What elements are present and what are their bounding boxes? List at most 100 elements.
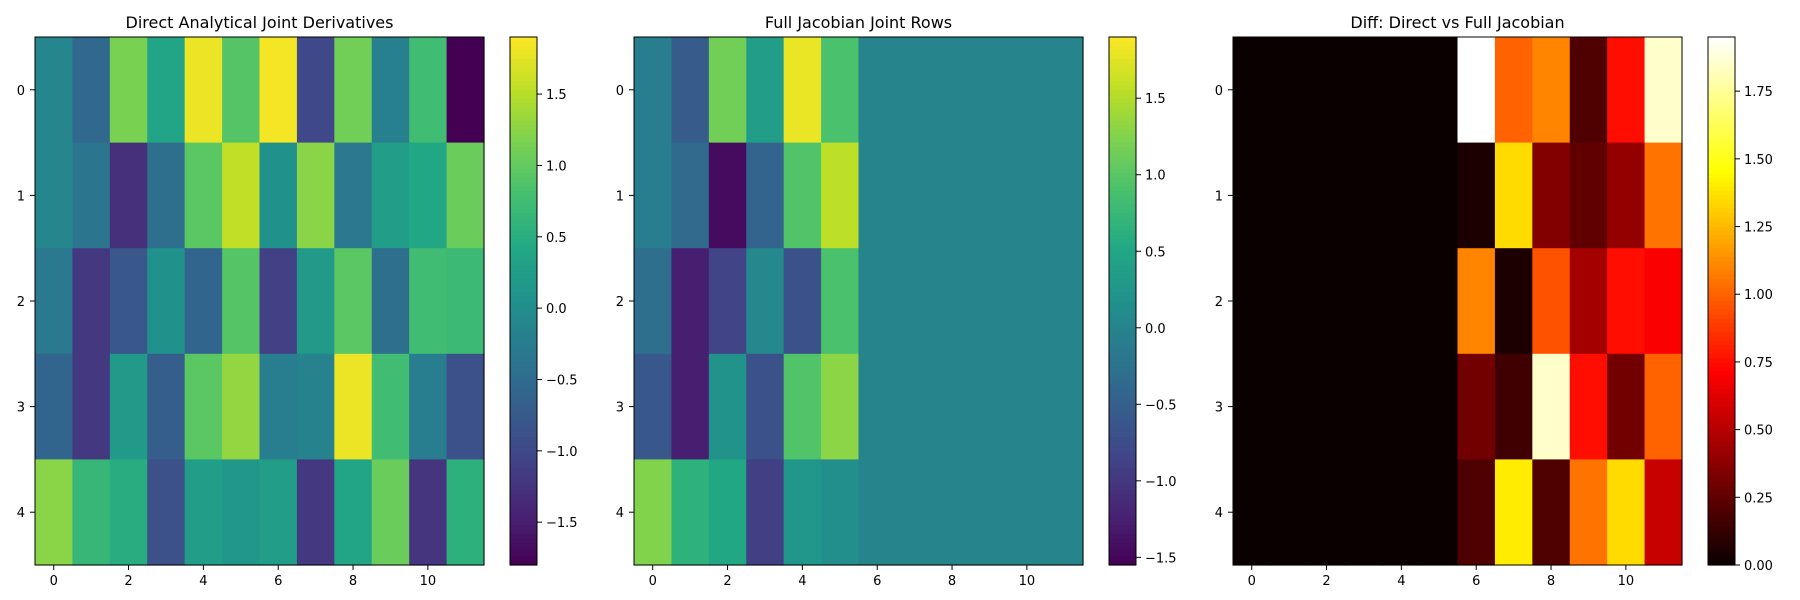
panel-0-cell-r4-c3 bbox=[147, 459, 186, 566]
panel-1-colorbar-segment bbox=[1109, 261, 1136, 267]
panel-1-colorbar-segment bbox=[1109, 125, 1136, 130]
panel-2-colorbar-segment bbox=[1708, 543, 1735, 548]
panel-1-cell-r4-c3 bbox=[746, 459, 785, 566]
panel-2-colorbar-segment bbox=[1708, 217, 1735, 223]
panel-0-colorbar-segment bbox=[510, 98, 537, 104]
panel-2-title: Diff: Direct vs Full Jacobian bbox=[1350, 13, 1564, 32]
panel-0-cell-r3-c6 bbox=[259, 353, 298, 460]
panel-2-cell-r4-c9 bbox=[1569, 459, 1608, 566]
panel-0-cell-r1-c0 bbox=[35, 142, 74, 249]
panel-2-colorbar-segment bbox=[1708, 371, 1735, 377]
panel-0-colorbar-segment bbox=[510, 411, 537, 416]
panel-0-ytick-label: 1 bbox=[17, 189, 25, 204]
panel-1-cell-r1-c0 bbox=[634, 142, 673, 249]
panel-1-colorbar-segment bbox=[1109, 133, 1136, 139]
panel-1-colorbar-segment bbox=[1109, 380, 1136, 386]
panel-1-colorbar-segment bbox=[1109, 358, 1136, 364]
panel-2-colorbar-segment bbox=[1708, 195, 1735, 201]
panel-0-colorbar-segment bbox=[510, 521, 537, 526]
panel-0-cell-r4-c0 bbox=[35, 459, 74, 566]
panel-2-colorbar-segment bbox=[1708, 499, 1735, 504]
panel-2-colorbar-segment bbox=[1708, 428, 1735, 434]
panel-0-colorbar-segment bbox=[510, 204, 537, 210]
panel-2-colorbar-segment bbox=[1708, 393, 1735, 399]
panel-2-cell-r2-c8 bbox=[1532, 248, 1571, 355]
panel-1-colorbar-segment bbox=[1109, 455, 1136, 460]
panel-1-colorbar-segment bbox=[1109, 318, 1136, 324]
panel-0-colorbar-segment bbox=[510, 37, 537, 42]
panel-0-cell-r0-c0 bbox=[35, 37, 74, 144]
panel-0-colorbar-segment bbox=[510, 221, 537, 227]
panel-0-colorbar-segment bbox=[510, 380, 537, 386]
panel-1-colorbar-segment bbox=[1109, 169, 1136, 174]
panel-2-colorbar-segment bbox=[1708, 415, 1735, 421]
panel-1-colorbar-segment bbox=[1109, 199, 1136, 205]
panel-0-colorbar-segment bbox=[510, 67, 537, 73]
panel-2-colorbar-segment bbox=[1708, 353, 1735, 359]
panel-0-colorbar-segment bbox=[510, 507, 537, 513]
panel-0-colorbar-segment bbox=[510, 477, 537, 482]
panel-1-colorbar-segment bbox=[1109, 147, 1136, 152]
panel-0-colorbar-segment bbox=[510, 111, 537, 117]
panel-0-colorbar-segment bbox=[510, 353, 537, 359]
panel-2-colorbar-segment bbox=[1708, 111, 1735, 117]
panel-1-colorbar-segment bbox=[1109, 428, 1136, 434]
panel-1-cell-r1-c10 bbox=[1008, 142, 1047, 249]
panel-2-colorbar-segment bbox=[1708, 59, 1735, 64]
panel-0-cell-r1-c11 bbox=[446, 142, 485, 249]
panel-1-colorbar-segment bbox=[1109, 389, 1136, 394]
panel-1-cell-r3-c1 bbox=[671, 353, 710, 460]
panel-0-colorbar-segment bbox=[510, 76, 537, 82]
panel-0-cell-r1-c5 bbox=[222, 142, 261, 249]
panel-1-xtick-label: 0 bbox=[649, 574, 657, 589]
panel-2-colorbar-segment bbox=[1708, 367, 1735, 372]
panel-1-colorbar-segment bbox=[1109, 239, 1136, 245]
panel-1-colorbar-segment bbox=[1109, 63, 1136, 69]
panel-0-cell-r4-c9 bbox=[371, 459, 410, 566]
panel-2-cell-r0-c5 bbox=[1420, 37, 1459, 144]
panel-0-cell-r3-c1 bbox=[72, 353, 111, 460]
panel-2-colorbar-tick-label: 0.25 bbox=[1744, 491, 1773, 506]
panel-1-colorbar-segment bbox=[1109, 59, 1136, 64]
panel-2-colorbar-segment bbox=[1708, 327, 1735, 333]
panel-0-colorbar-segment bbox=[510, 169, 537, 174]
panel-0-colorbar-segment bbox=[510, 81, 537, 86]
panel-2-cell-r2-c0 bbox=[1233, 248, 1272, 355]
panel-0-colorbar-segment bbox=[510, 424, 537, 430]
panel-2-cell-r1-c7 bbox=[1494, 142, 1533, 249]
panel-2-colorbar-segment bbox=[1708, 89, 1735, 95]
panel-0-xtick-label: 0 bbox=[50, 574, 58, 589]
panel-2-colorbar-segment bbox=[1708, 182, 1735, 188]
panel-1-cell-r0-c8 bbox=[933, 37, 972, 144]
panel-2-colorbar-segment bbox=[1708, 309, 1735, 315]
panel-1-cell-r0-c1 bbox=[671, 37, 710, 144]
panel-0-xtick-label: 6 bbox=[274, 574, 282, 589]
panel-1-cell-r1-c3 bbox=[746, 142, 785, 249]
panel-2-cell-r1-c1 bbox=[1270, 142, 1309, 249]
panel-1-colorbar-segment bbox=[1109, 107, 1136, 113]
panel-0-colorbar-segment bbox=[510, 120, 537, 126]
panel-1-colorbar-segment bbox=[1109, 76, 1136, 82]
panel-2-colorbar-segment bbox=[1708, 534, 1735, 540]
panel-2-cell-r4-c6 bbox=[1457, 459, 1496, 566]
panel-1-colorbar-segment bbox=[1109, 490, 1136, 496]
panel-1-cell-r0-c5 bbox=[821, 37, 860, 144]
panel-0-cell-r3-c4 bbox=[184, 353, 223, 460]
panel-1-cell-r4-c8 bbox=[933, 459, 972, 566]
panel-1-cell-r1-c4 bbox=[783, 142, 822, 249]
panel-1-colorbar-segment bbox=[1109, 485, 1136, 491]
panel-1-cell-r4-c7 bbox=[895, 459, 934, 566]
panel-1-cell-r2-c6 bbox=[858, 248, 897, 355]
panel-2-colorbar-segment bbox=[1708, 94, 1735, 100]
panel-2-ytick-label: 4 bbox=[1215, 506, 1223, 521]
panel-1-colorbar-segment bbox=[1109, 345, 1136, 350]
panel-1-colorbar-segment bbox=[1109, 551, 1136, 557]
panel-1-colorbar-segment bbox=[1109, 406, 1136, 412]
panel-1-colorbar-segment bbox=[1109, 182, 1136, 188]
panel-1-colorbar-segment bbox=[1109, 116, 1136, 122]
panel-0-colorbar-segment bbox=[510, 257, 537, 262]
panel-2-colorbar-segment bbox=[1708, 243, 1735, 249]
panel-0-colorbar-segment bbox=[510, 103, 537, 108]
panel-1-colorbar-segment bbox=[1109, 279, 1136, 284]
panel-0-colorbar-segment bbox=[510, 397, 537, 403]
